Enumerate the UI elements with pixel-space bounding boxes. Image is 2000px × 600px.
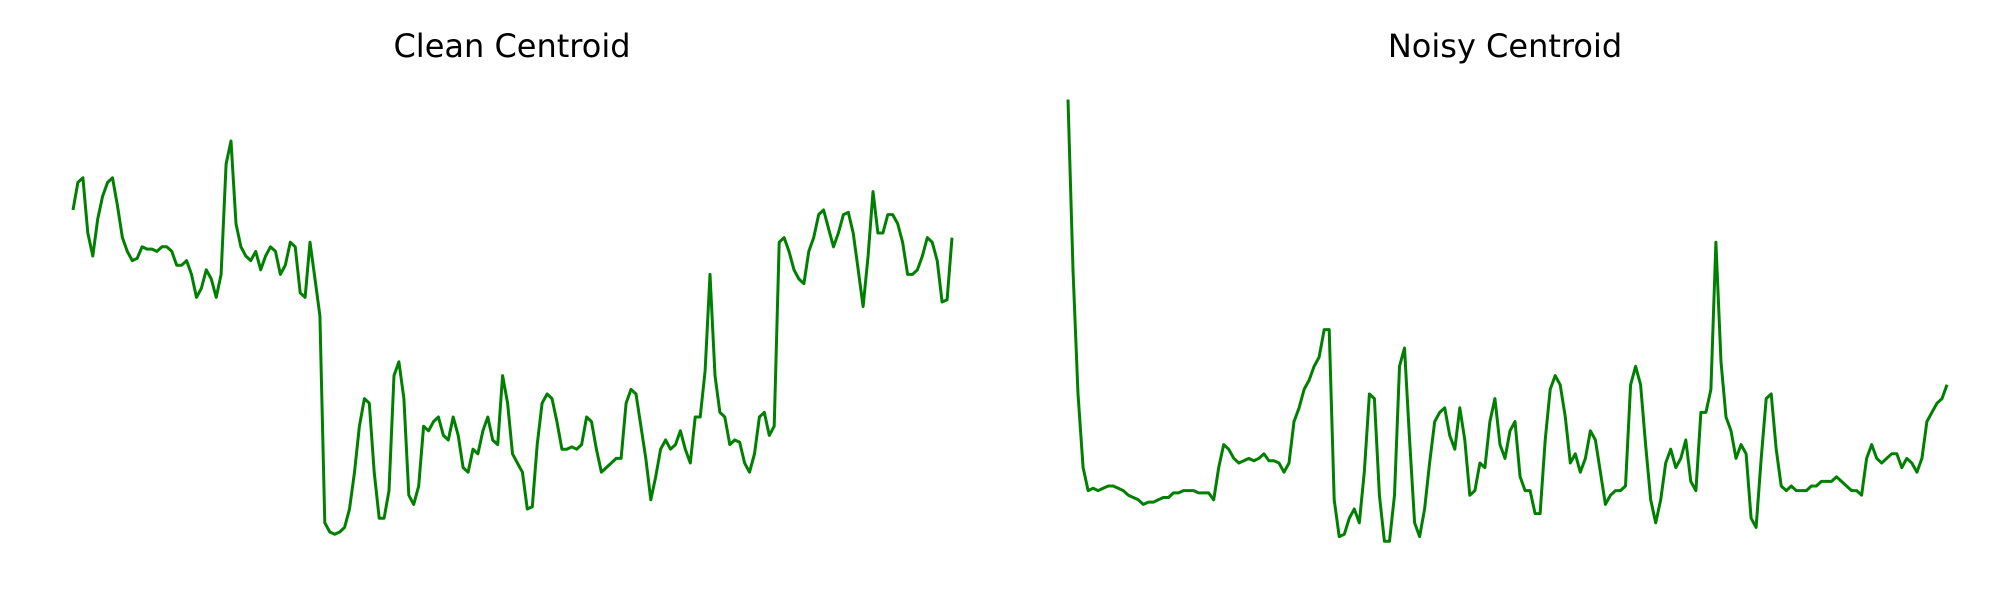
noisy-centroid-plot — [1066, 99, 1949, 543]
clean-centroid-title: Clean Centroid — [393, 27, 630, 65]
clean-centroid-plot — [71, 139, 954, 536]
noisy-centroid-series-line — [1066, 99, 1949, 543]
clean-centroid-series-line — [71, 139, 954, 536]
clean-centroid-panel: Clean Centroid — [71, 27, 954, 536]
noisy-centroid-panel: Noisy Centroid — [1066, 27, 1949, 543]
noisy-centroid-title: Noisy Centroid — [1388, 27, 1622, 65]
